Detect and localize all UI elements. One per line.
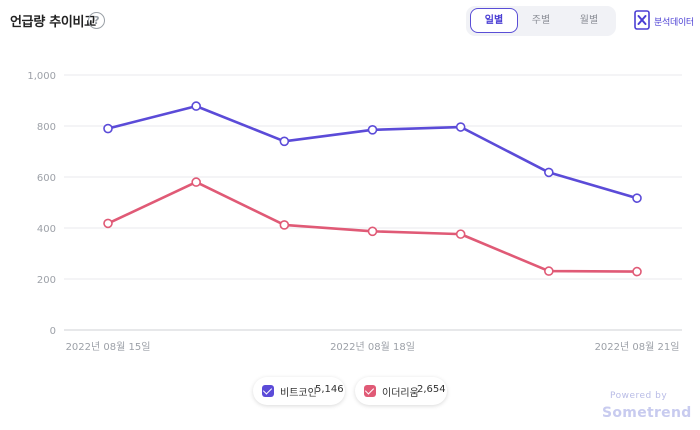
data-point[interactable] xyxy=(279,220,290,230)
data-point[interactable] xyxy=(103,123,113,134)
x-tick-label: 2022년 08월 21일 xyxy=(595,341,680,353)
y-tick-label: 0 xyxy=(50,326,56,337)
x-tick-label: 2022년 08월 15일 xyxy=(66,341,151,353)
powered-by-label: Powered by xyxy=(610,391,668,401)
data-point[interactable] xyxy=(103,218,113,229)
data-point[interactable] xyxy=(367,226,378,237)
legend-series-total: 5,146 xyxy=(315,384,344,395)
legend-series-total: 2,654 xyxy=(417,384,446,395)
period-daily-button[interactable]: 일별 xyxy=(470,8,518,33)
excel-icon xyxy=(634,10,650,30)
y-axis: 0 200 400 600 800 1,000 xyxy=(27,71,56,337)
period-monthly-button[interactable]: 월별 xyxy=(579,15,599,26)
series-group xyxy=(103,101,642,277)
checkbox-checked-icon xyxy=(364,385,376,397)
legend-item-bitcoin[interactable]: 비트코인 5,146 xyxy=(253,377,345,405)
data-point[interactable] xyxy=(191,101,201,111)
data-point[interactable] xyxy=(279,136,290,147)
y-tick-label: 600 xyxy=(37,173,56,184)
export-label: 분석데이터 xyxy=(654,18,694,28)
grid-lines xyxy=(64,74,682,331)
legend-series-name: 이더리움 xyxy=(382,388,419,399)
period-weekly-button[interactable]: 주별 xyxy=(531,15,551,26)
series-line-0 xyxy=(106,104,639,200)
y-tick-label: 1,000 xyxy=(27,71,56,82)
data-point[interactable] xyxy=(632,193,642,203)
data-point[interactable] xyxy=(191,177,201,187)
data-point[interactable] xyxy=(455,122,466,132)
data-point[interactable] xyxy=(544,167,554,178)
question-circle-icon[interactable]: ? xyxy=(88,12,105,29)
data-point[interactable] xyxy=(632,266,642,277)
checkbox-checked-icon xyxy=(262,385,274,397)
x-axis: 2022년 08월 15일 2022년 08월 18일 2022년 08월 21일 xyxy=(66,341,680,353)
data-point[interactable] xyxy=(544,266,554,276)
data-point[interactable] xyxy=(455,229,466,239)
data-point[interactable] xyxy=(367,125,378,135)
period-toggle: 일별 주별 월별 xyxy=(466,6,616,36)
page-title: 언급량 추이비교 xyxy=(10,15,96,30)
x-tick-label: 2022년 08월 18일 xyxy=(330,341,415,353)
y-tick-label: 800 xyxy=(37,122,56,133)
legend-item-ethereum[interactable]: 이더리움 2,654 xyxy=(355,377,447,405)
legend-series-name: 비트코인 xyxy=(280,388,317,399)
brand-logo: Sometrend xyxy=(602,405,692,421)
y-tick-label: 200 xyxy=(37,275,56,286)
y-tick-label: 400 xyxy=(37,224,56,235)
